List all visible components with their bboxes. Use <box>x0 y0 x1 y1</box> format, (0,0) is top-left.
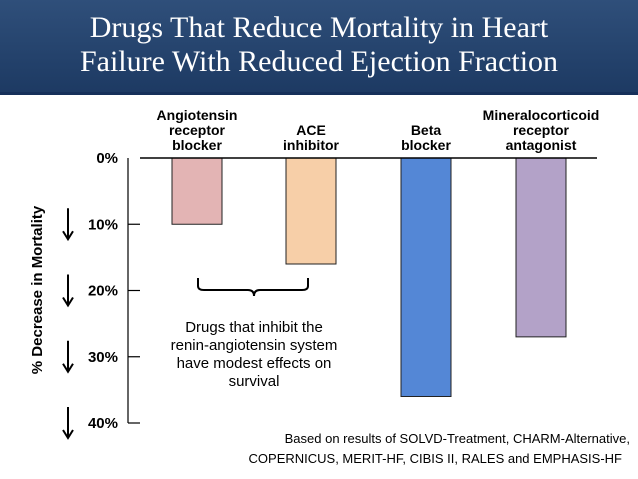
y-axis-label: % Decrease in Mortality <box>29 205 46 374</box>
title-line-1: Drugs That Reduce Mortality in Heart <box>89 11 549 44</box>
category-label: blocker <box>172 137 222 153</box>
down-arrow-icon <box>62 363 74 374</box>
annotation-line: Drugs that inhibit the <box>185 319 323 336</box>
down-arrow-icon <box>62 429 74 440</box>
y-tick-label: 10% <box>88 216 118 233</box>
category-label: Angiotensin <box>157 107 238 123</box>
down-arrow-icon <box>62 296 74 308</box>
y-tick-label: 30% <box>88 349 118 366</box>
y-tick-label: 0% <box>96 150 118 167</box>
category-labels-group: AngiotensinreceptorblockerACEinhibitorBe… <box>157 107 600 153</box>
bar-4 <box>515 157 567 338</box>
y-tick-label: 20% <box>88 283 118 300</box>
category-label: Beta <box>411 122 442 138</box>
bar-2 <box>285 157 337 265</box>
bar-3 <box>400 157 452 397</box>
category-label: receptor <box>513 122 570 138</box>
category-label: inhibitor <box>283 137 340 153</box>
source-line-1: Based on results of SOLVD-Treatment, CHA… <box>285 431 630 446</box>
annotation-line: have modest effects on <box>177 355 332 372</box>
y-axis-group: 0% 10% 20% 30% 40% % Decrease in Mortality <box>29 150 597 440</box>
annotation-line: survival <box>229 373 280 390</box>
category-label: ACE <box>296 122 326 138</box>
source-line-2: COPERNICUS, MERIT-HF, CIBIS II, RALES an… <box>249 451 623 466</box>
bracket-shape <box>197 278 309 297</box>
y-tick-label: 40% <box>88 415 118 432</box>
title-banner: Drugs That Reduce Mortality in Heart Fai… <box>0 0 638 95</box>
category-label: Mineralocorticoid <box>483 107 600 123</box>
bars-group <box>171 157 567 397</box>
bar-1 <box>171 157 223 225</box>
title-line-2: Failure With Reduced Ejection Fraction <box>79 45 559 78</box>
down-arrow-icon <box>62 230 74 242</box>
annotation-line: renin-angiotensin system <box>171 337 338 354</box>
category-label: antagonist <box>506 137 577 153</box>
category-label: receptor <box>169 122 226 138</box>
text-group: Drugs that inhibit therenin-angiotensin … <box>171 319 630 466</box>
bracket-group <box>197 278 309 297</box>
category-label: blocker <box>401 137 451 153</box>
